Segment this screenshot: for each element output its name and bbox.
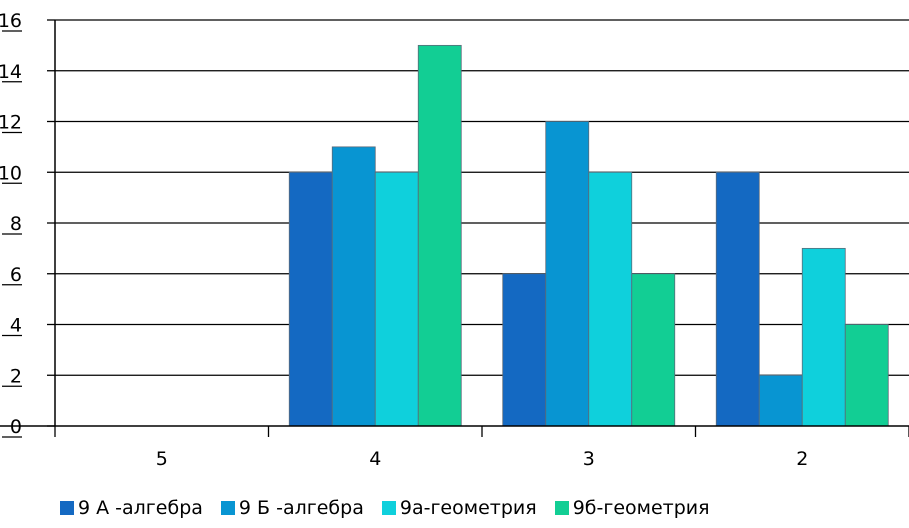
legend-item: 9 А -алгебра [60,497,203,519]
bar [545,121,590,427]
x-tick-label: 3 [583,448,595,470]
bar [801,247,846,427]
bar [502,273,547,427]
bar [758,374,803,427]
x-tick-label: 5 [156,448,168,470]
bar [288,171,333,427]
y-tick-label: 10 [0,162,22,184]
bar [331,146,376,427]
legend-swatch [60,501,74,515]
y-tick-label: 4 [10,315,22,337]
legend-item: 9б-геометрия [554,497,710,519]
y-tick-label: 14 [0,61,22,83]
bars [288,44,889,427]
legend-label: 9б-геометрия [572,497,710,519]
bar [417,44,462,427]
x-tick-label: 2 [796,448,808,470]
y-tick-label: 2 [10,365,22,387]
legend: 9 А -алгебра 9 Б -алгебра 9а-геометрия 9… [60,497,710,519]
x-tick-label: 4 [369,448,381,470]
y-tick-label: 0 [10,416,22,438]
y-tick-label: 6 [10,264,22,286]
legend-swatch [220,501,235,515]
y-tick-label: 8 [10,213,22,235]
y-tick-label: 12 [0,112,22,134]
legend-item: 9а-геометрия [381,497,537,519]
bar [588,171,633,427]
legend-swatch [554,501,569,515]
bar [715,171,760,427]
legend-swatch [381,501,396,515]
bar [844,324,889,427]
y-axis-ticks: 0 2 4 6 8 10 12 14 16 [0,10,55,438]
legend-label: 9 А -алгебра [78,497,203,519]
legend-label: 9а-геометрия [399,497,537,519]
bar [374,171,419,427]
gridlines [55,19,909,376]
y-tick-label: 16 [0,10,22,32]
x-axis-ticks: 5 4 3 2 [54,426,909,470]
bar [631,273,676,427]
legend-item: 9 Б -алгебра [220,497,364,519]
legend-label: 9 Б -алгебра [238,497,364,519]
